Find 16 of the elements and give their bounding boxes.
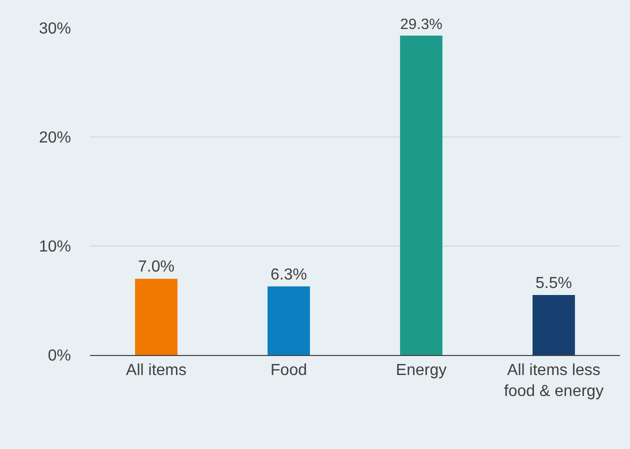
bar [532,295,575,355]
x-tick-label: All items [126,362,186,380]
data-label: 5.5% [536,275,572,292]
data-label: 29.3% [400,16,442,33]
x-tick-label: All items less food & energy [504,362,604,400]
bar [268,286,310,355]
y-tick-label: 10% [38,238,71,256]
data-label: 6.3% [270,266,307,284]
data-label: 7.0% [138,258,174,276]
y-tick-label: 0% [48,348,71,365]
y-tick-label: 20% [38,130,71,147]
bar [400,36,442,355]
y-tick-label: 30% [38,20,71,38]
x-tick-label: Food [270,362,307,380]
x-tick-label: Energy [396,362,447,380]
bar [135,278,178,355]
